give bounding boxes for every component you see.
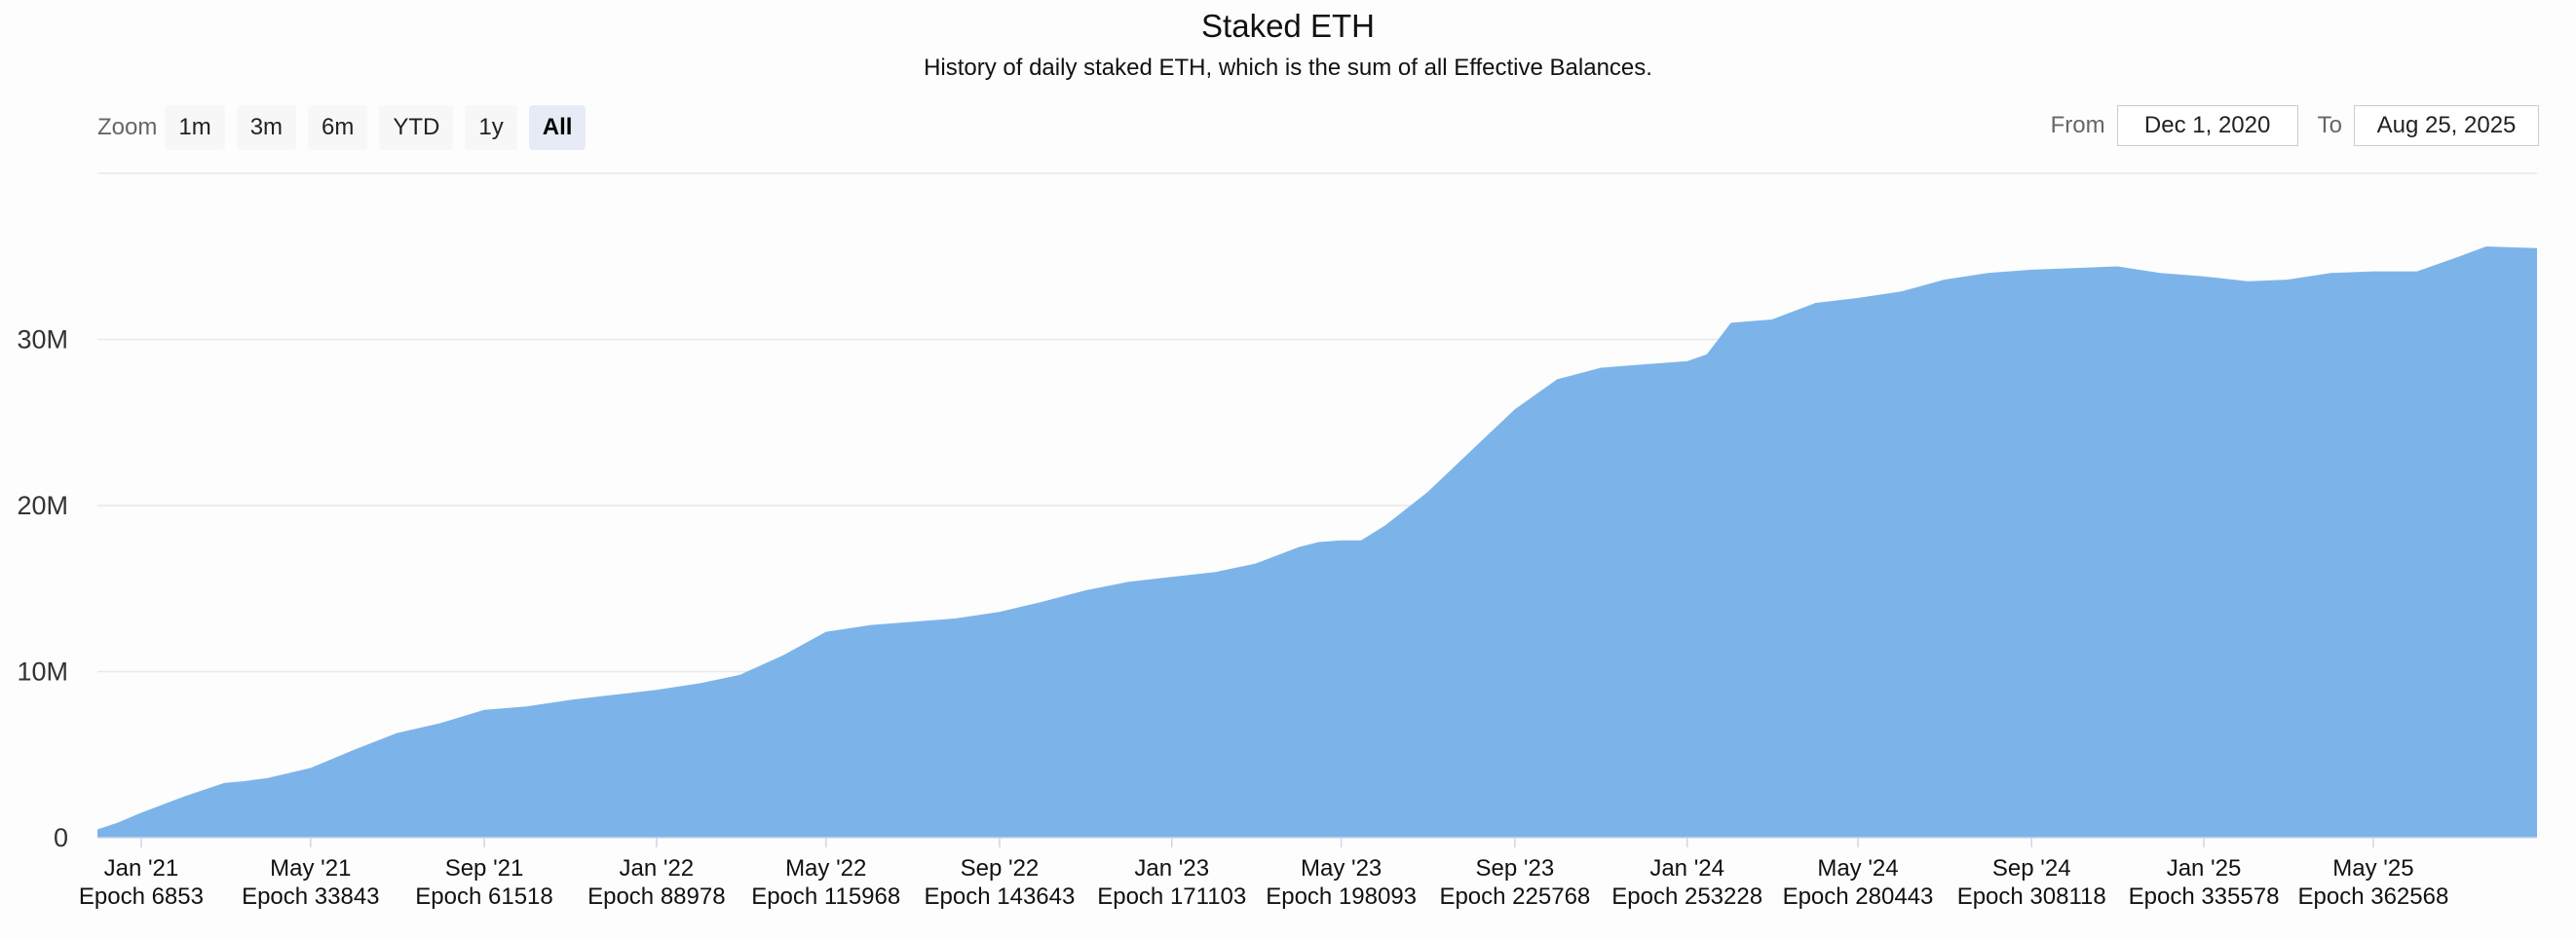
x-tick-label: May '25 — [2332, 855, 2413, 882]
x-tick-epoch-label: Epoch 171103 — [1097, 883, 1246, 910]
zoom-1m-button[interactable]: 1m — [165, 105, 225, 150]
x-tick-label: Jan '21 — [104, 855, 179, 882]
x-tick-epoch-label: Epoch 280443 — [1783, 883, 1934, 910]
x-tick-epoch-label: Epoch 61518 — [415, 883, 552, 910]
x-tick-label: May '22 — [785, 855, 866, 882]
x-tick-epoch-label: Epoch 198093 — [1266, 883, 1417, 910]
x-tick-label: Sep '24 — [1992, 855, 2071, 882]
zoom-ytd-button[interactable]: YTD — [379, 105, 454, 150]
x-tick-epoch-label: Epoch 115968 — [751, 883, 900, 910]
y-tick-label: 20M — [17, 491, 68, 520]
zoom-3m-button[interactable]: 3m — [236, 105, 297, 150]
chart-title: Staked ETH — [1201, 8, 1375, 44]
x-tick-epoch-label: Epoch 6853 — [79, 883, 204, 910]
x-tick-label: May '23 — [1301, 855, 1382, 882]
from-label: From — [2050, 112, 2105, 138]
x-tick-epoch-label: Epoch 362568 — [2298, 883, 2449, 910]
x-tick-epoch-label: Epoch 335578 — [2129, 883, 2280, 910]
x-tick-epoch-label: Epoch 253228 — [1611, 883, 1762, 910]
zoom-6m-button[interactable]: 6m — [308, 105, 368, 150]
x-tick-epoch-label: Epoch 225768 — [1439, 883, 1590, 910]
x-tick-label: Jan '24 — [1649, 855, 1724, 882]
x-tick-label: Jan '22 — [620, 855, 695, 882]
x-tick-label: May '21 — [270, 855, 351, 882]
to-date-input[interactable] — [2354, 105, 2539, 146]
x-tick-label: Jan '25 — [2167, 855, 2242, 882]
zoom-1y-button[interactable]: 1y — [465, 105, 517, 150]
x-tick-label: Jan '23 — [1134, 855, 1209, 882]
staked-eth-area — [97, 246, 2537, 838]
to-label: To — [2317, 112, 2342, 138]
x-tick-label: Sep '21 — [445, 855, 524, 882]
x-tick-label: May '24 — [1817, 855, 1898, 882]
x-tick-epoch-label: Epoch 143643 — [925, 883, 1076, 910]
x-tick-epoch-label: Epoch 308118 — [1957, 883, 2106, 910]
y-tick-label: 10M — [17, 657, 68, 687]
y-tick-label: 0 — [54, 823, 68, 852]
zoom-label: Zoom — [97, 114, 158, 140]
zoom-all-button[interactable]: All — [528, 105, 587, 150]
x-tick-label: Sep '22 — [961, 855, 1040, 882]
from-date-input[interactable] — [2116, 105, 2298, 146]
chart-subtitle: History of daily staked ETH, which is th… — [924, 55, 1652, 81]
x-tick-label: Sep '23 — [1476, 855, 1555, 882]
date-range: From To — [2031, 105, 2539, 146]
x-tick-epoch-label: Epoch 88978 — [587, 883, 725, 910]
zoom-bar: Zoom 1m 3m 6m YTD 1y All — [97, 105, 597, 150]
x-tick-epoch-label: Epoch 33843 — [242, 883, 379, 910]
y-tick-label: 30M — [17, 325, 68, 355]
